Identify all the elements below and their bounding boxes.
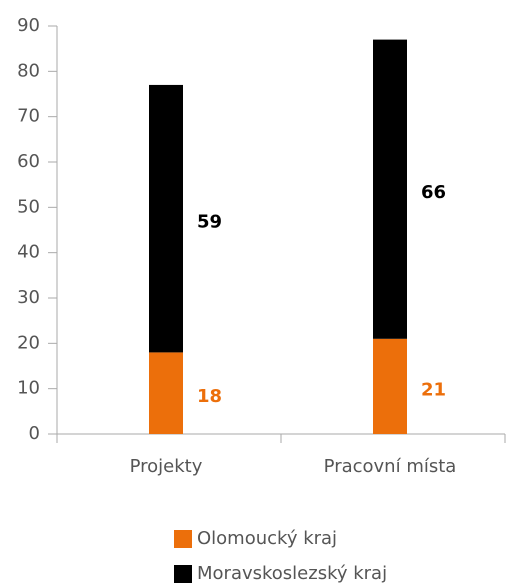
y-tick-label: 60 [17,151,40,172]
legend-label: Olomoucký kraj [197,528,337,549]
x-tick-label: Pracovní místa [324,456,457,477]
legend-label: Moravskoslezský kraj [197,563,387,584]
data-label: 18 [197,386,222,407]
legend-swatch [174,530,192,548]
y-tick-label: 90 [17,15,40,36]
y-tick-label: 80 [17,60,40,81]
data-label: 21 [421,379,446,400]
y-tick-label: 40 [17,242,40,263]
y-tick-label: 70 [17,106,40,127]
data-label: 66 [421,182,446,203]
y-tick-label: 0 [29,423,40,444]
bar-segment [149,352,183,434]
x-tick-label: Projekty [130,456,203,477]
y-tick-label: 10 [17,378,40,399]
y-tick-label: 30 [17,287,40,308]
bar-segment [373,338,407,434]
bar-segment [373,39,407,339]
legend-swatch [174,565,192,583]
data-label: 59 [197,212,222,233]
bar-segment [149,84,183,353]
y-tick-label: 20 [17,332,40,353]
y-tick-label: 50 [17,196,40,217]
